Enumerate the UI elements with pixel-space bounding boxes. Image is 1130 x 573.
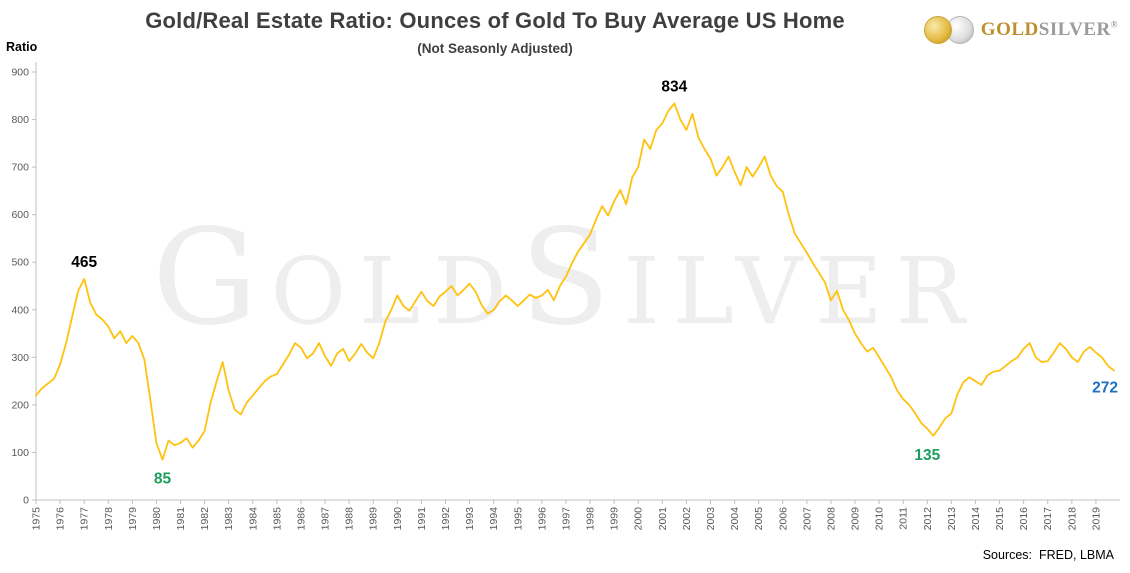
x-tick-label: 2016: [1018, 507, 1030, 531]
y-tick-label: 500: [11, 257, 29, 269]
chart-title: Gold/Real Estate Ratio: Ounces of Gold T…: [145, 8, 845, 33]
annotation-135: 135: [914, 447, 940, 464]
sources-note: Sources: FRED, LBMA: [982, 548, 1114, 562]
x-tick-label: 2010: [874, 507, 886, 531]
x-tick-label: 1983: [223, 507, 235, 531]
x-tick-label: 2008: [825, 507, 837, 531]
x-tick-label: 1987: [320, 507, 332, 531]
y-tick-label: 700: [11, 162, 29, 174]
x-tick-label: 1996: [536, 507, 548, 531]
y-tick-label: 600: [11, 209, 29, 221]
ratio-line: [35, 102, 1115, 461]
x-tick-label: 1978: [103, 507, 115, 531]
x-tick-label: 2007: [801, 507, 813, 531]
annotation-465: 465: [71, 254, 97, 271]
x-tick-label: 2000: [633, 507, 645, 531]
y-tick-label: 400: [11, 304, 29, 316]
x-tick-label: 1982: [199, 507, 211, 531]
logo-wordmark: GOLDSILVER®: [981, 19, 1118, 41]
x-tick-label: 2019: [1090, 507, 1102, 531]
x-tick-label: 1986: [295, 507, 307, 531]
logo-silver-text: SILVER: [1038, 19, 1111, 40]
chart-subtitle: (Not Seasonly Adjusted): [417, 41, 573, 56]
x-tick-label: 2005: [753, 507, 765, 531]
x-tick-label: 1995: [512, 507, 524, 531]
logo-gold-text: GOLD: [980, 19, 1039, 40]
x-tick-label: 2006: [777, 507, 789, 531]
x-tick-label: 2018: [1066, 507, 1078, 531]
x-tick-label: 1992: [440, 507, 452, 531]
x-tick-label: 1979: [127, 507, 139, 531]
x-tick-label: 1981: [175, 507, 187, 531]
y-tick-label: 900: [11, 67, 29, 79]
x-tick-label: 2014: [970, 507, 982, 531]
y-tick-label: 0: [23, 495, 29, 507]
x-tick-label: 1975: [31, 507, 43, 531]
x-tick-label: 2011: [898, 507, 910, 530]
x-tick-label: 1998: [585, 507, 597, 531]
x-tick-label: 1977: [79, 507, 91, 531]
x-tick-label: 2012: [922, 507, 934, 531]
registered-mark: ®: [1110, 19, 1118, 30]
y-tick-label: 800: [11, 114, 29, 126]
y-tick-label: 200: [11, 399, 29, 411]
x-tick-label: 1993: [464, 507, 476, 531]
x-tick-label: 1984: [247, 507, 259, 531]
goldsilver-logo: GOLDSILVER®: [923, 16, 1118, 44]
x-tick-label: 1999: [609, 507, 621, 531]
y-tick-label: 300: [11, 352, 29, 364]
x-tick-label: 1988: [344, 507, 356, 531]
y-axis-title: Ratio: [6, 40, 38, 54]
x-tick-label: 2009: [850, 507, 862, 531]
x-tick-label: 2003: [705, 507, 717, 531]
x-tick-label: 2015: [994, 507, 1006, 531]
x-tick-label: 1997: [560, 507, 572, 531]
annotation-834: 834: [661, 78, 687, 95]
x-tick-label: 1991: [416, 507, 428, 531]
x-tick-label: 1994: [488, 507, 500, 531]
x-tick-label: 2017: [1042, 507, 1054, 531]
annotation-85: 85: [154, 471, 172, 488]
x-tick-label: 2002: [681, 507, 693, 531]
x-tick-label: 1976: [55, 507, 67, 531]
watermark: GoldSilver: [152, 201, 978, 355]
gold-coin-icon: [923, 16, 952, 44]
x-tick-label: 2004: [729, 507, 741, 531]
x-tick-label: 1990: [392, 507, 404, 531]
x-tick-label: 2013: [946, 507, 958, 531]
x-tick-label: 2001: [657, 507, 669, 531]
x-tick-label: 1985: [271, 507, 283, 531]
annotation-272: 272: [1092, 380, 1118, 397]
x-tick-label: 1989: [368, 507, 380, 531]
y-tick-label: 100: [11, 447, 29, 459]
x-tick-label: 1980: [151, 507, 163, 531]
